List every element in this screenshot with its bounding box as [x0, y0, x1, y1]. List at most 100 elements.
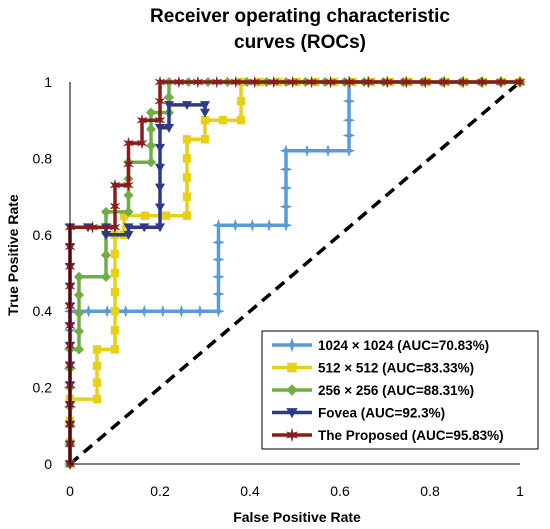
data-point	[193, 304, 207, 318]
data-point	[325, 75, 336, 89]
data-point	[279, 218, 293, 232]
legend-item: 256 × 256 (AUC=88.31%)	[272, 383, 474, 398]
x-tick-label: 0.2	[150, 483, 170, 499]
data-point	[100, 271, 112, 282]
data-point	[163, 101, 175, 110]
y-tick-label: 0.8	[33, 150, 53, 166]
legend: 1024 × 1024 (AUC=70.83%) 512 × 512 (AUC=8…	[261, 330, 539, 450]
data-point	[230, 75, 242, 89]
diagonal-reference-line	[68, 80, 522, 466]
data-point	[495, 75, 507, 89]
data-point	[182, 211, 192, 220]
data-point	[154, 94, 166, 108]
y-tick-label: 0.6	[33, 227, 53, 243]
data-point	[344, 75, 355, 89]
data-point	[457, 75, 469, 89]
data-point	[110, 326, 120, 335]
x-tick-label: 1	[516, 483, 524, 499]
y-tick-label: 0	[44, 456, 52, 472]
data-point	[154, 75, 166, 89]
data-point	[145, 140, 157, 151]
y-tick-label: 0.2	[33, 380, 53, 396]
data-point	[154, 223, 166, 233]
legend-item: The Proposed (AUC=95.83%)	[272, 427, 504, 443]
data-point	[87, 220, 98, 234]
data-point	[262, 218, 276, 232]
data-point	[109, 199, 121, 213]
data-point	[199, 101, 211, 110]
legend-label: 512 × 512 (AUC=83.33%)	[318, 361, 474, 376]
legend-item: Fovea (AUC=92.3%)	[272, 406, 445, 421]
data-point	[400, 75, 412, 89]
data-point	[419, 75, 431, 89]
x-tick-label: 0.4	[240, 483, 260, 499]
data-point	[137, 304, 151, 318]
data-point	[192, 75, 204, 89]
data-point	[236, 96, 246, 106]
data-point	[73, 271, 85, 282]
data-point	[268, 75, 280, 89]
data-point	[381, 75, 393, 89]
legend-label: 1024 × 1024 (AUC=70.83%)	[318, 338, 489, 353]
data-point	[109, 178, 121, 192]
chart-title-line-1: Receiver operating characteristic	[150, 6, 450, 27]
data-point	[123, 206, 134, 217]
data-point	[73, 344, 85, 355]
data-point	[342, 129, 356, 142]
data-point	[100, 231, 112, 240]
data-point	[212, 253, 225, 266]
data-point	[145, 124, 157, 135]
data-point	[110, 307, 120, 316]
data-point	[212, 304, 225, 318]
data-point	[476, 75, 488, 89]
x-tick-label: 0.8	[420, 483, 440, 499]
data-point	[342, 94, 356, 108]
data-point	[140, 211, 150, 220]
legend-marker	[286, 408, 298, 419]
data-point	[110, 345, 120, 354]
data-point	[212, 236, 225, 249]
data-point	[342, 144, 356, 158]
data-point	[212, 218, 225, 232]
data-point	[229, 218, 242, 232]
data-point	[123, 136, 134, 150]
data-point	[145, 157, 157, 168]
data-point	[181, 101, 193, 110]
data-point	[82, 304, 95, 318]
data-point	[136, 113, 148, 127]
data-point	[182, 173, 192, 182]
data-point	[154, 143, 166, 153]
data-point	[161, 211, 171, 220]
data-point	[136, 136, 148, 150]
x-tick-label: 0	[66, 483, 74, 499]
x-tick-label: 0.6	[330, 483, 350, 499]
data-point	[110, 249, 120, 259]
data-point	[173, 75, 185, 89]
data-point	[175, 304, 188, 318]
data-point	[73, 326, 85, 337]
data-point	[92, 378, 102, 387]
data-point	[123, 190, 134, 201]
legend-marker	[286, 384, 298, 396]
data-point	[287, 75, 299, 89]
data-point	[123, 178, 134, 192]
data-point	[321, 144, 335, 158]
data-point	[100, 304, 114, 318]
data-point	[245, 218, 259, 232]
legend-marker	[284, 337, 300, 353]
data-point	[218, 116, 228, 125]
legend-marker	[287, 362, 297, 373]
data-point	[306, 75, 317, 89]
data-point	[73, 308, 85, 319]
data-point	[154, 124, 166, 133]
data-point	[279, 163, 293, 176]
data-point	[110, 268, 120, 278]
data-point	[279, 144, 293, 158]
data-point	[123, 157, 134, 171]
data-point	[300, 144, 314, 158]
legend-label: Fovea (AUC=92.3%)	[318, 406, 445, 421]
data-point	[211, 75, 223, 89]
data-point	[123, 223, 134, 233]
data-point	[100, 250, 112, 261]
data-point	[109, 220, 121, 234]
